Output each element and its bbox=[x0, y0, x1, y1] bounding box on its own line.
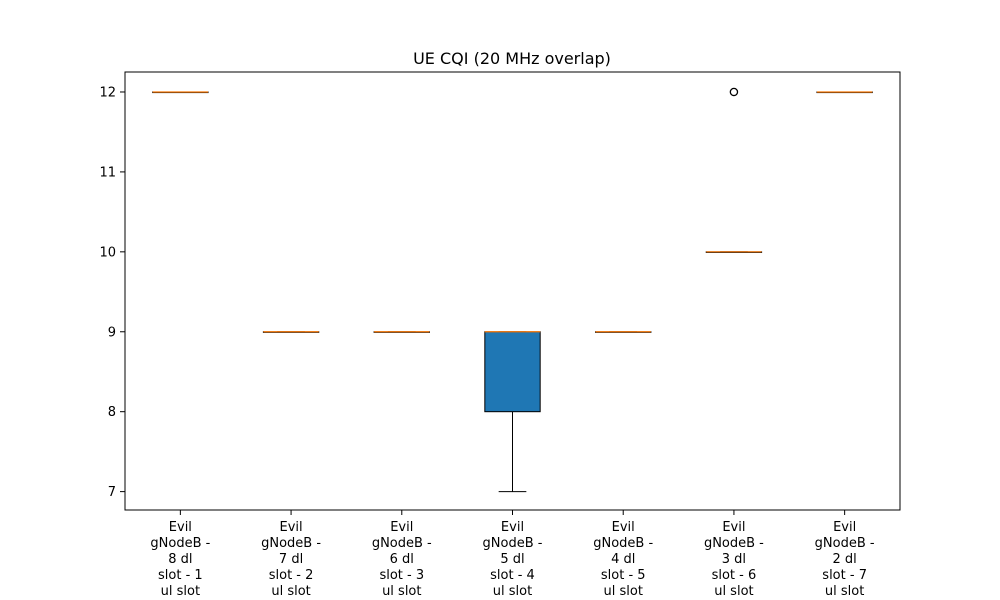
x-tick-label-line: Evil bbox=[501, 520, 524, 535]
x-tick-label-line: ul slot bbox=[493, 584, 532, 599]
x-tick-label-line: gNodeB - bbox=[261, 536, 321, 551]
x-tick-label-line: ul slot bbox=[714, 584, 753, 599]
x-tick-label-line: 2 dl bbox=[833, 552, 857, 567]
x-tick-label-line: slot - 7 bbox=[822, 568, 867, 583]
x-tick-label-line: gNodeB - bbox=[372, 536, 432, 551]
y-tick-label: 12 bbox=[99, 85, 116, 100]
x-tick-label-line: 5 dl bbox=[500, 552, 524, 567]
x-tick-label: Evil gNodeB -4 dl slot - 5 ul slot bbox=[593, 520, 653, 599]
chart-title: UE CQI (20 MHz overlap) bbox=[413, 49, 611, 68]
x-tick-label: Evil gNodeB -3 dl slot - 6 ul slot bbox=[704, 520, 764, 599]
x-tick-label-line: gNodeB - bbox=[704, 536, 764, 551]
outlier-point bbox=[729, 87, 739, 97]
x-tick-label-line: ul slot bbox=[825, 584, 864, 599]
x-tick-label: Evil gNodeB -6 dl slot - 3 ul slot bbox=[372, 520, 432, 599]
y-tick-label: 10 bbox=[99, 245, 116, 260]
x-tick-label-line: gNodeB - bbox=[483, 536, 543, 551]
x-tick-label-line: ul slot bbox=[382, 584, 421, 599]
x-tick-label-line: 3 dl bbox=[722, 552, 746, 567]
x-tick-label-line: gNodeB - bbox=[815, 536, 875, 551]
x-tick-label: Evil gNodeB -5 dl slot - 4 ul slot bbox=[483, 520, 543, 599]
x-tick-label: Evil gNodeB -7 dl slot - 2 ul slot bbox=[261, 520, 321, 599]
x-tick-label: Evil gNodeB -8 dl slot - 1 ul slot bbox=[150, 520, 210, 599]
x-tick-label-line: 7 dl bbox=[279, 552, 303, 567]
y-tick-label: 7 bbox=[108, 485, 116, 500]
x-tick-label-line: 4 dl bbox=[611, 552, 635, 567]
x-tick-label-line: gNodeB - bbox=[593, 536, 653, 551]
x-tick-label-line: Evil bbox=[612, 520, 635, 535]
y-tick-label: 11 bbox=[99, 165, 116, 180]
box bbox=[484, 331, 541, 413]
x-tick-label-line: Evil bbox=[169, 520, 192, 535]
x-tick-label-line: slot - 6 bbox=[712, 568, 757, 583]
x-tick-label-line: slot - 5 bbox=[601, 568, 646, 583]
x-tick-label: Evil gNodeB -2 dl slot - 7 ul slot bbox=[815, 520, 875, 599]
x-tick-label-line: Evil bbox=[833, 520, 856, 535]
x-tick-label-line: gNodeB - bbox=[150, 536, 210, 551]
x-tick-label-line: ul slot bbox=[271, 584, 310, 599]
x-tick-label-line: Evil bbox=[280, 520, 303, 535]
y-tick-label: 8 bbox=[108, 405, 116, 420]
x-tick-label-line: slot - 4 bbox=[490, 568, 535, 583]
x-tick-label-line: slot - 1 bbox=[158, 568, 203, 583]
x-tick-label-line: 8 dl bbox=[168, 552, 192, 567]
x-tick-label-line: slot - 2 bbox=[269, 568, 314, 583]
y-tick-label: 9 bbox=[108, 325, 116, 340]
x-tick-label-line: 6 dl bbox=[390, 552, 414, 567]
x-tick-label-line: ul slot bbox=[604, 584, 643, 599]
x-tick-label-line: slot - 3 bbox=[379, 568, 424, 583]
x-tick-label-line: ul slot bbox=[161, 584, 200, 599]
x-tick-label-line: Evil bbox=[722, 520, 745, 535]
axes-frame bbox=[124, 71, 901, 511]
x-tick-label-line: Evil bbox=[390, 520, 413, 535]
